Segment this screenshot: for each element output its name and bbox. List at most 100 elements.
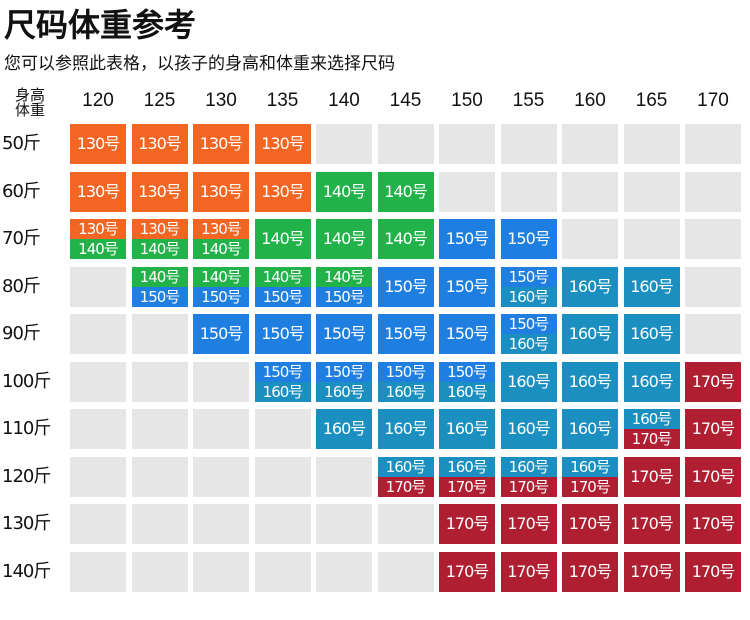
size-label: 160号 bbox=[316, 381, 372, 402]
size-cell: 170号 bbox=[685, 409, 741, 449]
size-label: 150号 bbox=[254, 314, 311, 354]
size-cell: 150号 bbox=[377, 314, 434, 354]
size-label: 130号 bbox=[70, 124, 126, 164]
size-cell: 160号 bbox=[562, 266, 618, 307]
size-cell bbox=[439, 171, 495, 212]
size-cell bbox=[131, 504, 188, 544]
height-header-145: 145 bbox=[389, 90, 422, 111]
size-cell: 150号 bbox=[254, 314, 311, 354]
size-cell: 160号 bbox=[623, 314, 680, 354]
size-label: 170号 bbox=[685, 409, 741, 449]
size-cell: 140号 bbox=[377, 219, 434, 259]
size-cell bbox=[562, 171, 618, 212]
size-cell bbox=[685, 219, 741, 259]
size-cell bbox=[70, 361, 126, 402]
size-cell: 160号 bbox=[377, 409, 434, 449]
height-header-160: 160 bbox=[574, 90, 606, 111]
size-label: 160号 bbox=[623, 361, 680, 402]
weight-header-9: 140斤 bbox=[2, 560, 51, 582]
size-label: 170号 bbox=[623, 504, 680, 544]
size-cell bbox=[254, 551, 311, 592]
weight-axis-label: 体重 bbox=[14, 101, 45, 119]
size-label: 140号 bbox=[316, 219, 372, 259]
height-header-170: 170 bbox=[697, 90, 729, 111]
size-label: 160号 bbox=[500, 456, 557, 477]
size-label: 170号 bbox=[623, 551, 680, 592]
size-cell bbox=[685, 266, 741, 307]
size-cell: 160号 bbox=[562, 361, 618, 402]
weight-header-6: 110斤 bbox=[2, 418, 51, 439]
size-label: 160号 bbox=[377, 409, 434, 449]
size-cell: 140号 150号 bbox=[316, 266, 372, 307]
size-cell bbox=[500, 124, 557, 164]
size-label: 130号 bbox=[254, 171, 311, 212]
size-label: 170号 bbox=[685, 361, 741, 402]
size-label: 170号 bbox=[685, 551, 741, 592]
size-cell: 170号 bbox=[623, 504, 680, 544]
size-cell: 170号 bbox=[685, 456, 741, 497]
size-label: 130号 bbox=[193, 124, 249, 164]
size-cell: 140号 150号 bbox=[131, 266, 188, 307]
size-cell bbox=[131, 456, 188, 497]
size-cell: 160号 170号 bbox=[377, 456, 434, 497]
size-cell: 160号 bbox=[562, 314, 618, 354]
size-cell bbox=[623, 171, 680, 212]
size-cell: 160号 bbox=[623, 361, 680, 402]
size-label: 160号 bbox=[623, 409, 680, 429]
weight-header-4: 90斤 bbox=[2, 323, 41, 344]
size-cell bbox=[316, 504, 372, 544]
size-cell: 140号 bbox=[316, 219, 372, 259]
size-cell: 150号 160号 bbox=[316, 361, 372, 402]
size-label: 170号 bbox=[500, 476, 557, 497]
size-cell bbox=[131, 361, 188, 402]
axis-corner-label: 身高 体重 bbox=[2, 88, 58, 118]
size-cell: 170号 bbox=[562, 504, 618, 544]
size-cell: 170号 bbox=[685, 551, 741, 592]
height-header-135: 135 bbox=[266, 90, 299, 111]
weight-header-5: 100斤 bbox=[2, 370, 51, 392]
size-label: 150号 bbox=[500, 219, 557, 259]
size-cell: 170号 bbox=[562, 551, 618, 592]
size-cell bbox=[562, 124, 618, 164]
size-cell bbox=[70, 314, 126, 354]
size-label: 170号 bbox=[377, 476, 434, 497]
size-cell bbox=[70, 409, 126, 449]
size-label: 170号 bbox=[623, 456, 680, 497]
size-label: 130号 bbox=[131, 171, 188, 212]
size-label: 140号 bbox=[131, 266, 188, 287]
size-cell bbox=[685, 171, 741, 212]
size-label: 160号 bbox=[500, 286, 557, 307]
size-cell bbox=[562, 219, 618, 259]
size-label: 150号 bbox=[377, 361, 434, 382]
size-cell: 170号 bbox=[623, 551, 680, 592]
size-label: 140号 bbox=[377, 171, 434, 212]
size-cell: 170号 bbox=[500, 504, 557, 544]
height-header-120: 120 bbox=[82, 90, 114, 111]
size-cell: 150号 bbox=[316, 314, 372, 354]
height-header-130: 130 bbox=[205, 90, 237, 111]
size-cell bbox=[193, 551, 249, 592]
size-cell: 160号 bbox=[500, 361, 557, 402]
weight-header-7: 120斤 bbox=[2, 465, 51, 487]
size-label: 170号 bbox=[439, 476, 495, 497]
size-cell bbox=[193, 409, 249, 449]
size-label: 160号 bbox=[562, 266, 618, 307]
size-cell: 170号 bbox=[623, 456, 680, 497]
size-label: 150号 bbox=[439, 314, 495, 354]
size-cell: 170号 bbox=[685, 361, 741, 402]
size-label: 160号 bbox=[500, 409, 557, 449]
size-cell: 170号 bbox=[439, 504, 495, 544]
size-cell bbox=[70, 551, 126, 592]
size-cell: 130号 bbox=[193, 171, 249, 212]
size-cell bbox=[623, 219, 680, 259]
size-cell: 140号 150号 bbox=[254, 266, 311, 307]
size-cell: 160号 170号 bbox=[500, 456, 557, 497]
size-cell bbox=[70, 266, 126, 307]
height-header-155: 155 bbox=[512, 90, 545, 111]
size-label: 150号 bbox=[254, 361, 311, 382]
size-label: 140号 bbox=[377, 219, 434, 259]
size-label: 160号 bbox=[623, 314, 680, 354]
size-cell: 140号 bbox=[377, 171, 434, 212]
size-label: 170号 bbox=[685, 504, 741, 544]
size-label: 160号 bbox=[254, 381, 311, 402]
